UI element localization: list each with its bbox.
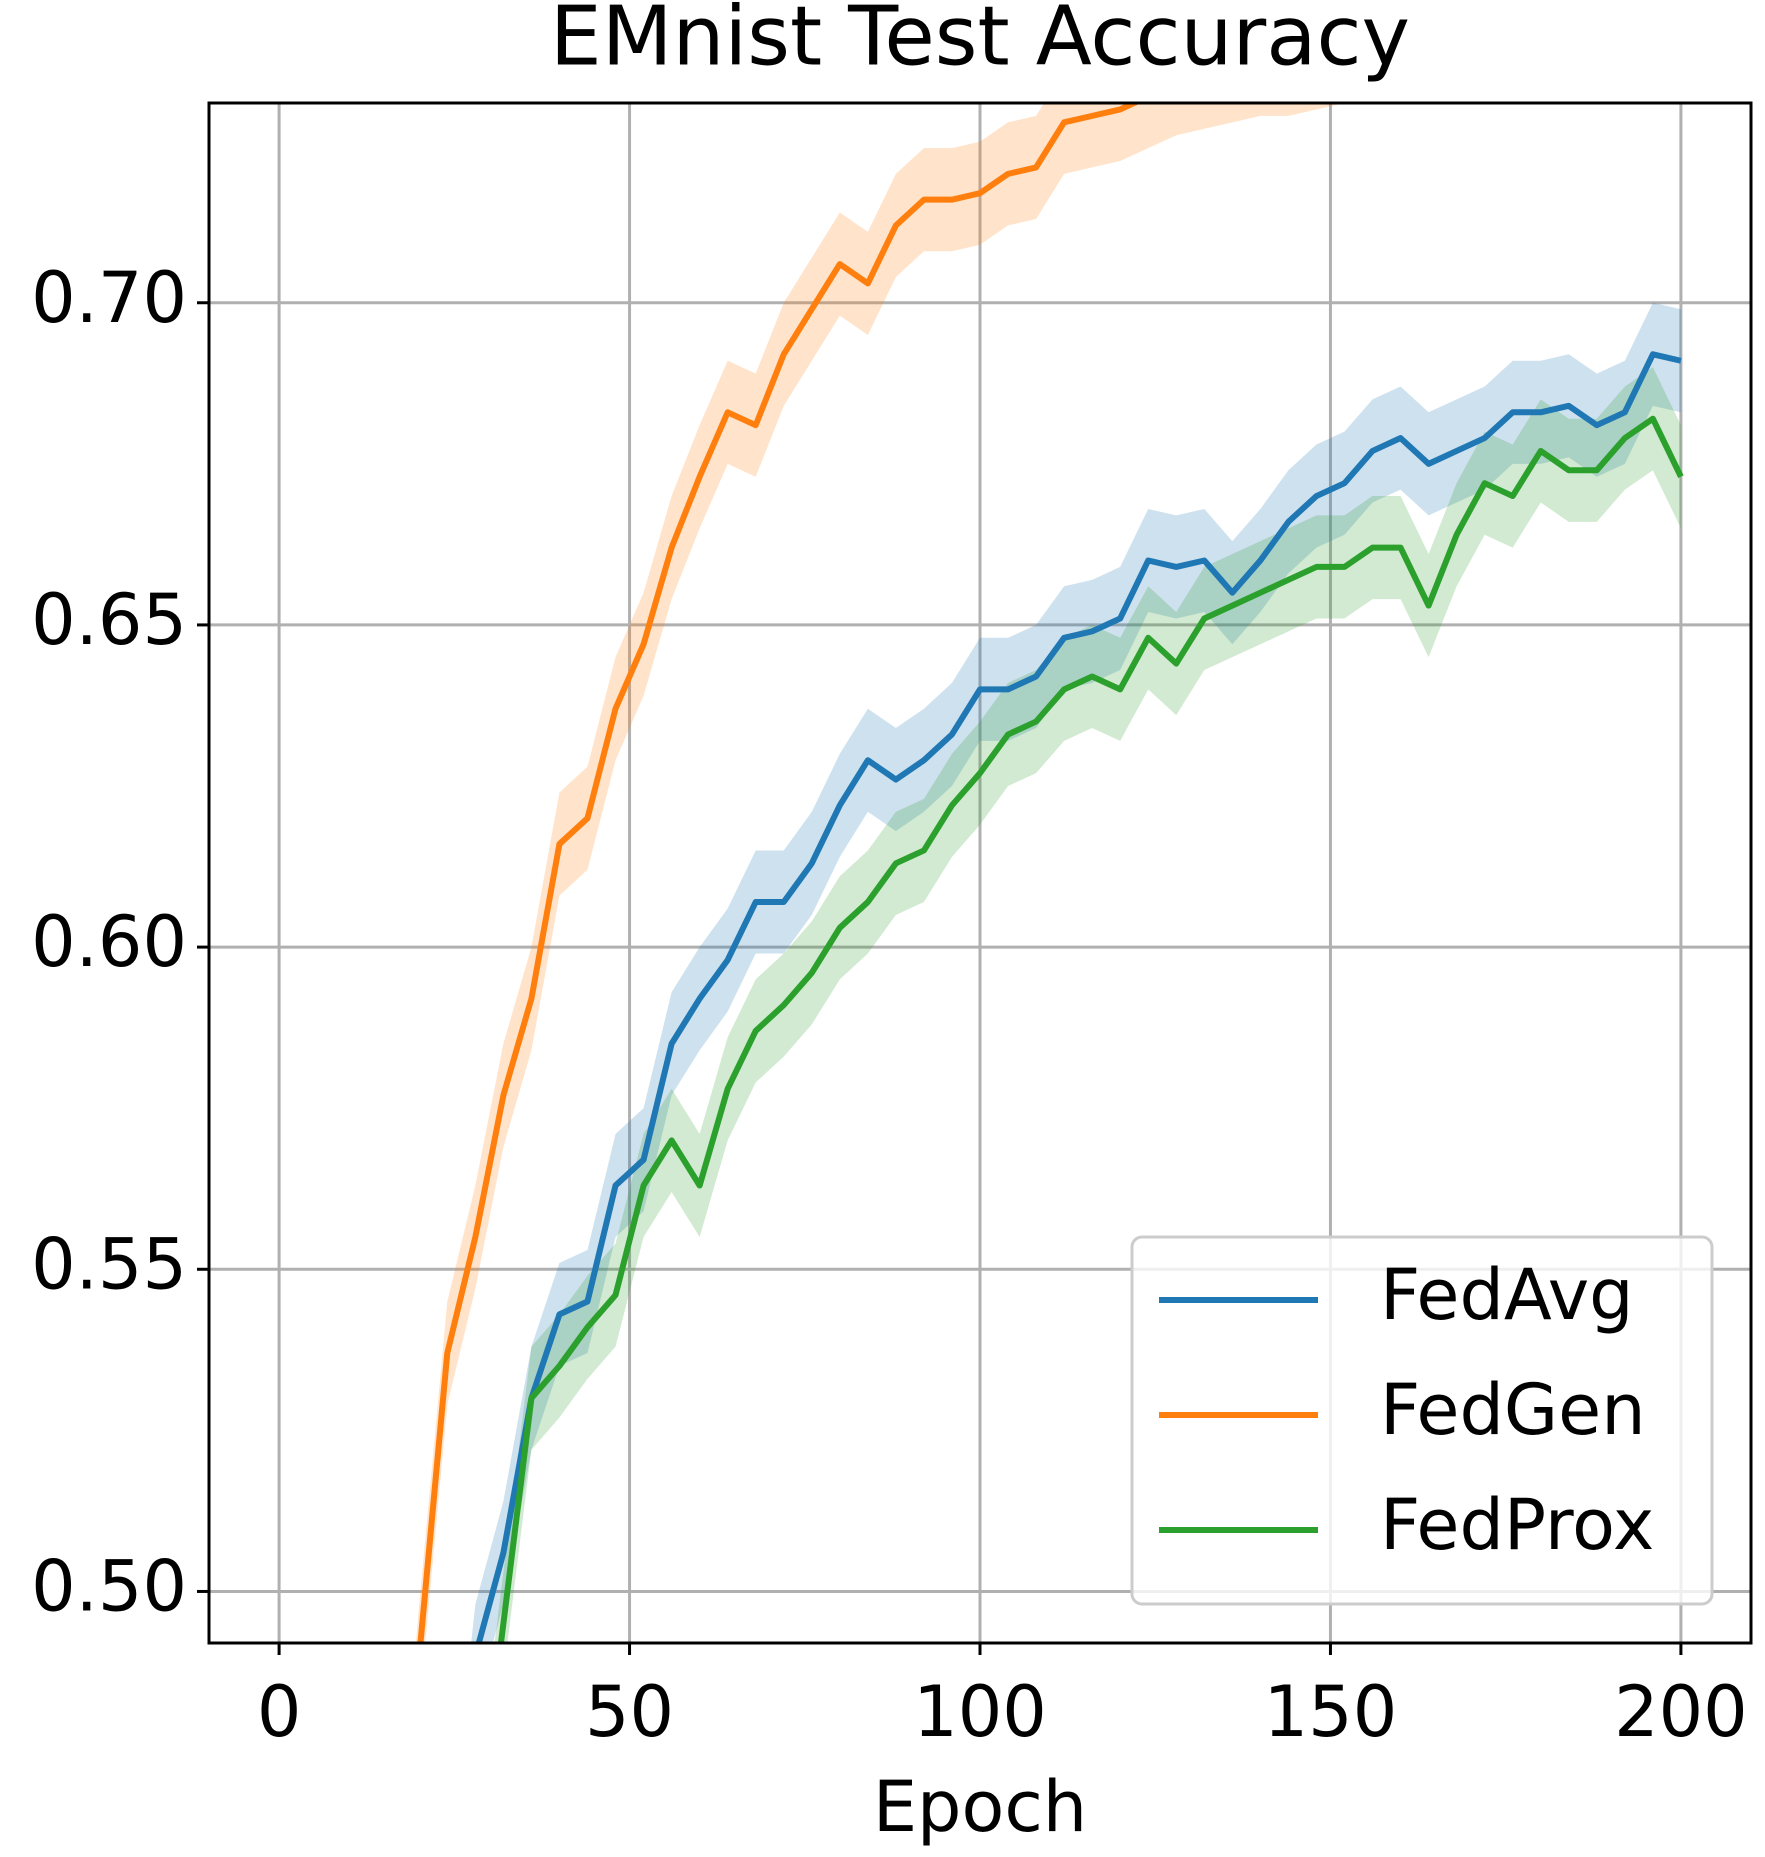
y-tick-label: 0.60 <box>31 901 187 983</box>
y-tick-label: 0.65 <box>31 579 187 661</box>
axes-frame <box>207 101 1753 1645</box>
legend-label: FedGen <box>1380 1369 1646 1451</box>
line <box>497 415 1684 1643</box>
error-band <box>471 302 1681 1643</box>
y-tick-label: 0.55 <box>31 1223 187 1305</box>
x-axis-label: Epoch <box>873 1766 1087 1848</box>
x-tick-label: 200 <box>1614 1671 1748 1753</box>
line <box>417 103 1142 1643</box>
y-tick-label: 0.50 <box>31 1545 187 1627</box>
error-band <box>494 367 1681 1643</box>
legend-label: FedAvg <box>1380 1254 1634 1336</box>
legend-box <box>1130 1235 1714 1606</box>
x-tick-label: 0 <box>257 1671 302 1753</box>
x-tick-label: 50 <box>585 1671 674 1753</box>
legend-label: FedProx <box>1380 1484 1654 1566</box>
x-tick-label: 150 <box>1264 1671 1398 1753</box>
chart-title: EMnist Test Accuracy <box>550 0 1410 84</box>
x-tick-label: 100 <box>913 1671 1047 1753</box>
line <box>475 351 1682 1643</box>
plot-area <box>415 103 1684 1643</box>
y-tick-label: 0.70 <box>31 257 187 339</box>
